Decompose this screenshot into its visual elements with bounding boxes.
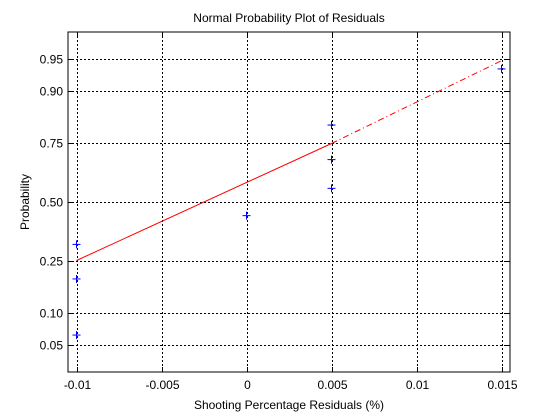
y-tick-label: 0.95: [40, 53, 64, 67]
fit-line-solid: [76, 143, 332, 261]
y-tick-label: 0.90: [40, 85, 64, 99]
data-point: [242, 211, 251, 220]
data-point: [497, 64, 506, 73]
y-tick-label: 0.75: [40, 137, 64, 151]
y-tick-label: 0.10: [40, 307, 64, 321]
data-point: [327, 121, 336, 130]
data-point: [72, 240, 81, 249]
axis-ticks: -0.01 -0.005 0 0.005 0.01 0.015 0.05 0.10 0.25 0.…: [40, 32, 518, 392]
grid: [68, 32, 510, 372]
y-tick-label: 0.05: [40, 339, 64, 353]
x-tick-label: 0.005: [317, 378, 347, 392]
data-points: [72, 64, 506, 340]
data-point: [327, 155, 336, 164]
chart-title: Normal Probability Plot of Residuals: [193, 11, 384, 25]
x-tick-label: 0: [244, 378, 251, 392]
y-axis-label: Probability: [18, 174, 32, 230]
x-tick-label: -0.01: [64, 378, 92, 392]
x-tick-label: -0.005: [145, 378, 179, 392]
data-point: [327, 184, 336, 193]
fit-line-extension: [331, 60, 502, 144]
y-tick-label: 0.50: [40, 196, 64, 210]
data-point: [72, 331, 81, 340]
reference-line: [76, 60, 502, 261]
x-tick-label: 0.015: [487, 378, 517, 392]
x-tick-label: 0.01: [406, 378, 430, 392]
x-axis-label: Shooting Percentage Residuals (%): [194, 398, 384, 412]
data-point: [72, 274, 81, 283]
y-tick-label: 0.25: [40, 255, 64, 269]
